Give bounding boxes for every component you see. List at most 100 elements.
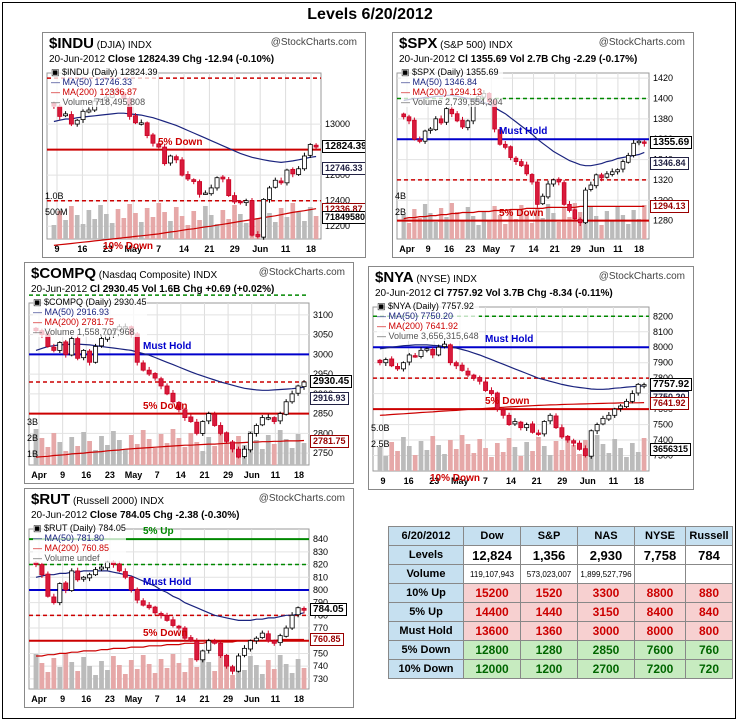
x-tick-label: 16 — [77, 244, 87, 254]
volume-bar — [567, 217, 572, 239]
volume-bar — [489, 457, 494, 471]
candle-body — [173, 156, 179, 161]
volume-bar — [255, 218, 261, 239]
volume-bar — [127, 204, 132, 239]
candle-body — [296, 168, 302, 175]
cell: 1280 — [520, 640, 578, 660]
candle-body — [202, 192, 208, 195]
volume-bar — [144, 208, 150, 239]
volume-bar — [524, 442, 530, 471]
candle-body — [424, 348, 430, 351]
volume-bar — [162, 212, 167, 239]
candle-body — [167, 155, 173, 164]
cell: 720 — [685, 659, 733, 679]
volume-bar — [492, 206, 497, 239]
volume-bar — [610, 220, 615, 239]
volume-bar — [115, 209, 121, 239]
legend-entry: — Volume 1,558,707,968 — [33, 327, 135, 337]
candle-body — [140, 362, 146, 371]
y-tick-label: 830 — [313, 547, 328, 557]
volume-bar — [428, 213, 433, 239]
candle-body — [460, 119, 465, 128]
volume-bar — [156, 203, 162, 239]
chart-symbol: $INDU (DJIA) INDX — [49, 35, 152, 52]
chart-svg-compq: Apr 9 16 23 May 7 14 21 29 Jun 11 18 3100 3050 3000 295… — [28, 294, 333, 480]
candle-body — [152, 606, 158, 614]
candle-body — [93, 346, 99, 363]
candle-body — [134, 333, 140, 363]
x-tick-label: 7 — [155, 694, 160, 704]
x-tick-label: 29 — [571, 244, 581, 254]
volume-bar — [152, 448, 158, 465]
volume-axis-label: 2B — [27, 433, 39, 443]
volume-bar — [212, 446, 218, 465]
volume-bar — [230, 450, 235, 465]
chart-legend: ▣ $INDU (Daily) 12824.39— MA(50) 12746.3… — [51, 67, 158, 107]
candle-body — [417, 139, 422, 142]
level-nas: 2,930 — [577, 545, 635, 565]
candle-body — [572, 209, 578, 220]
volume-bar — [424, 450, 430, 471]
candle-body — [218, 642, 224, 657]
volume-bar — [465, 444, 471, 471]
volume-bar — [290, 203, 296, 239]
table-row-10-up: 10% Up 15200 1520 3300 8800 880 — [388, 583, 733, 603]
candle-body — [68, 114, 74, 125]
volume-bar — [433, 222, 438, 239]
volume-bar — [313, 216, 319, 239]
table-date: 6/20/2012 — [388, 526, 464, 546]
candle-body — [535, 432, 541, 435]
x-tick-label: 9 — [380, 476, 385, 486]
volume-label: Volume — [388, 564, 464, 584]
volume-bar — [301, 668, 307, 689]
volume-bar — [200, 653, 206, 689]
candle-body — [87, 350, 93, 363]
volume-bar — [93, 675, 98, 689]
cell: 12000 — [463, 659, 521, 679]
level-line-label: Must Hold — [143, 576, 192, 588]
candle-body — [63, 341, 69, 355]
x-tick-label: May — [483, 244, 501, 254]
candle-body — [99, 338, 104, 347]
volume-bar — [248, 656, 253, 689]
x-tick-label: 11 — [613, 244, 623, 254]
volume-bar — [105, 670, 110, 689]
x-tick-label: Jun — [580, 476, 596, 486]
candle-body — [588, 430, 594, 457]
candle-body — [140, 600, 146, 606]
candle-body — [122, 571, 128, 578]
volume-tag: 718495808 — [322, 211, 365, 224]
candle-body — [99, 566, 104, 570]
candle-body — [144, 122, 150, 136]
x-tick-label: 18 — [294, 470, 304, 480]
candle-body — [63, 113, 69, 117]
legend-entry: ▣ $RUT (Daily) 784.05 — [33, 523, 126, 533]
candle-body — [540, 195, 545, 205]
volume-bar — [442, 454, 447, 471]
x-tick-label: Jun — [244, 694, 260, 704]
candle-body — [152, 373, 158, 379]
chart-symbol: $SPX (S&P 500) INDX — [399, 35, 513, 52]
candle-body — [63, 582, 69, 591]
volume-bar — [133, 213, 138, 239]
y-tick-label: 3050 — [313, 330, 333, 340]
cell: 2850 — [577, 640, 635, 660]
volume-bar — [51, 658, 57, 689]
candle-body — [559, 427, 565, 438]
legend-entry: — Volume 2,739,554,304 — [401, 97, 503, 107]
volume-bar — [559, 450, 565, 471]
volume-bar — [307, 207, 313, 239]
legend-entry: — MA(200) 1294.13 — [401, 87, 483, 97]
volume-bar — [272, 222, 278, 239]
candle-body — [133, 115, 138, 124]
volume-bar — [612, 439, 618, 471]
volume-bar — [182, 447, 188, 465]
quote-part: Chg -8.34 (-0.11%) — [524, 288, 613, 299]
level-russell: 784 — [685, 545, 733, 565]
quote-line: 20-Jun-2012 Cl 2930.45 Vol 1.6B Chg +0.6… — [31, 284, 274, 295]
volume-bar — [406, 223, 412, 239]
volume-bar — [226, 219, 232, 239]
volume-bar — [242, 670, 247, 689]
candle-body — [295, 607, 301, 616]
volume-bar — [540, 218, 545, 239]
